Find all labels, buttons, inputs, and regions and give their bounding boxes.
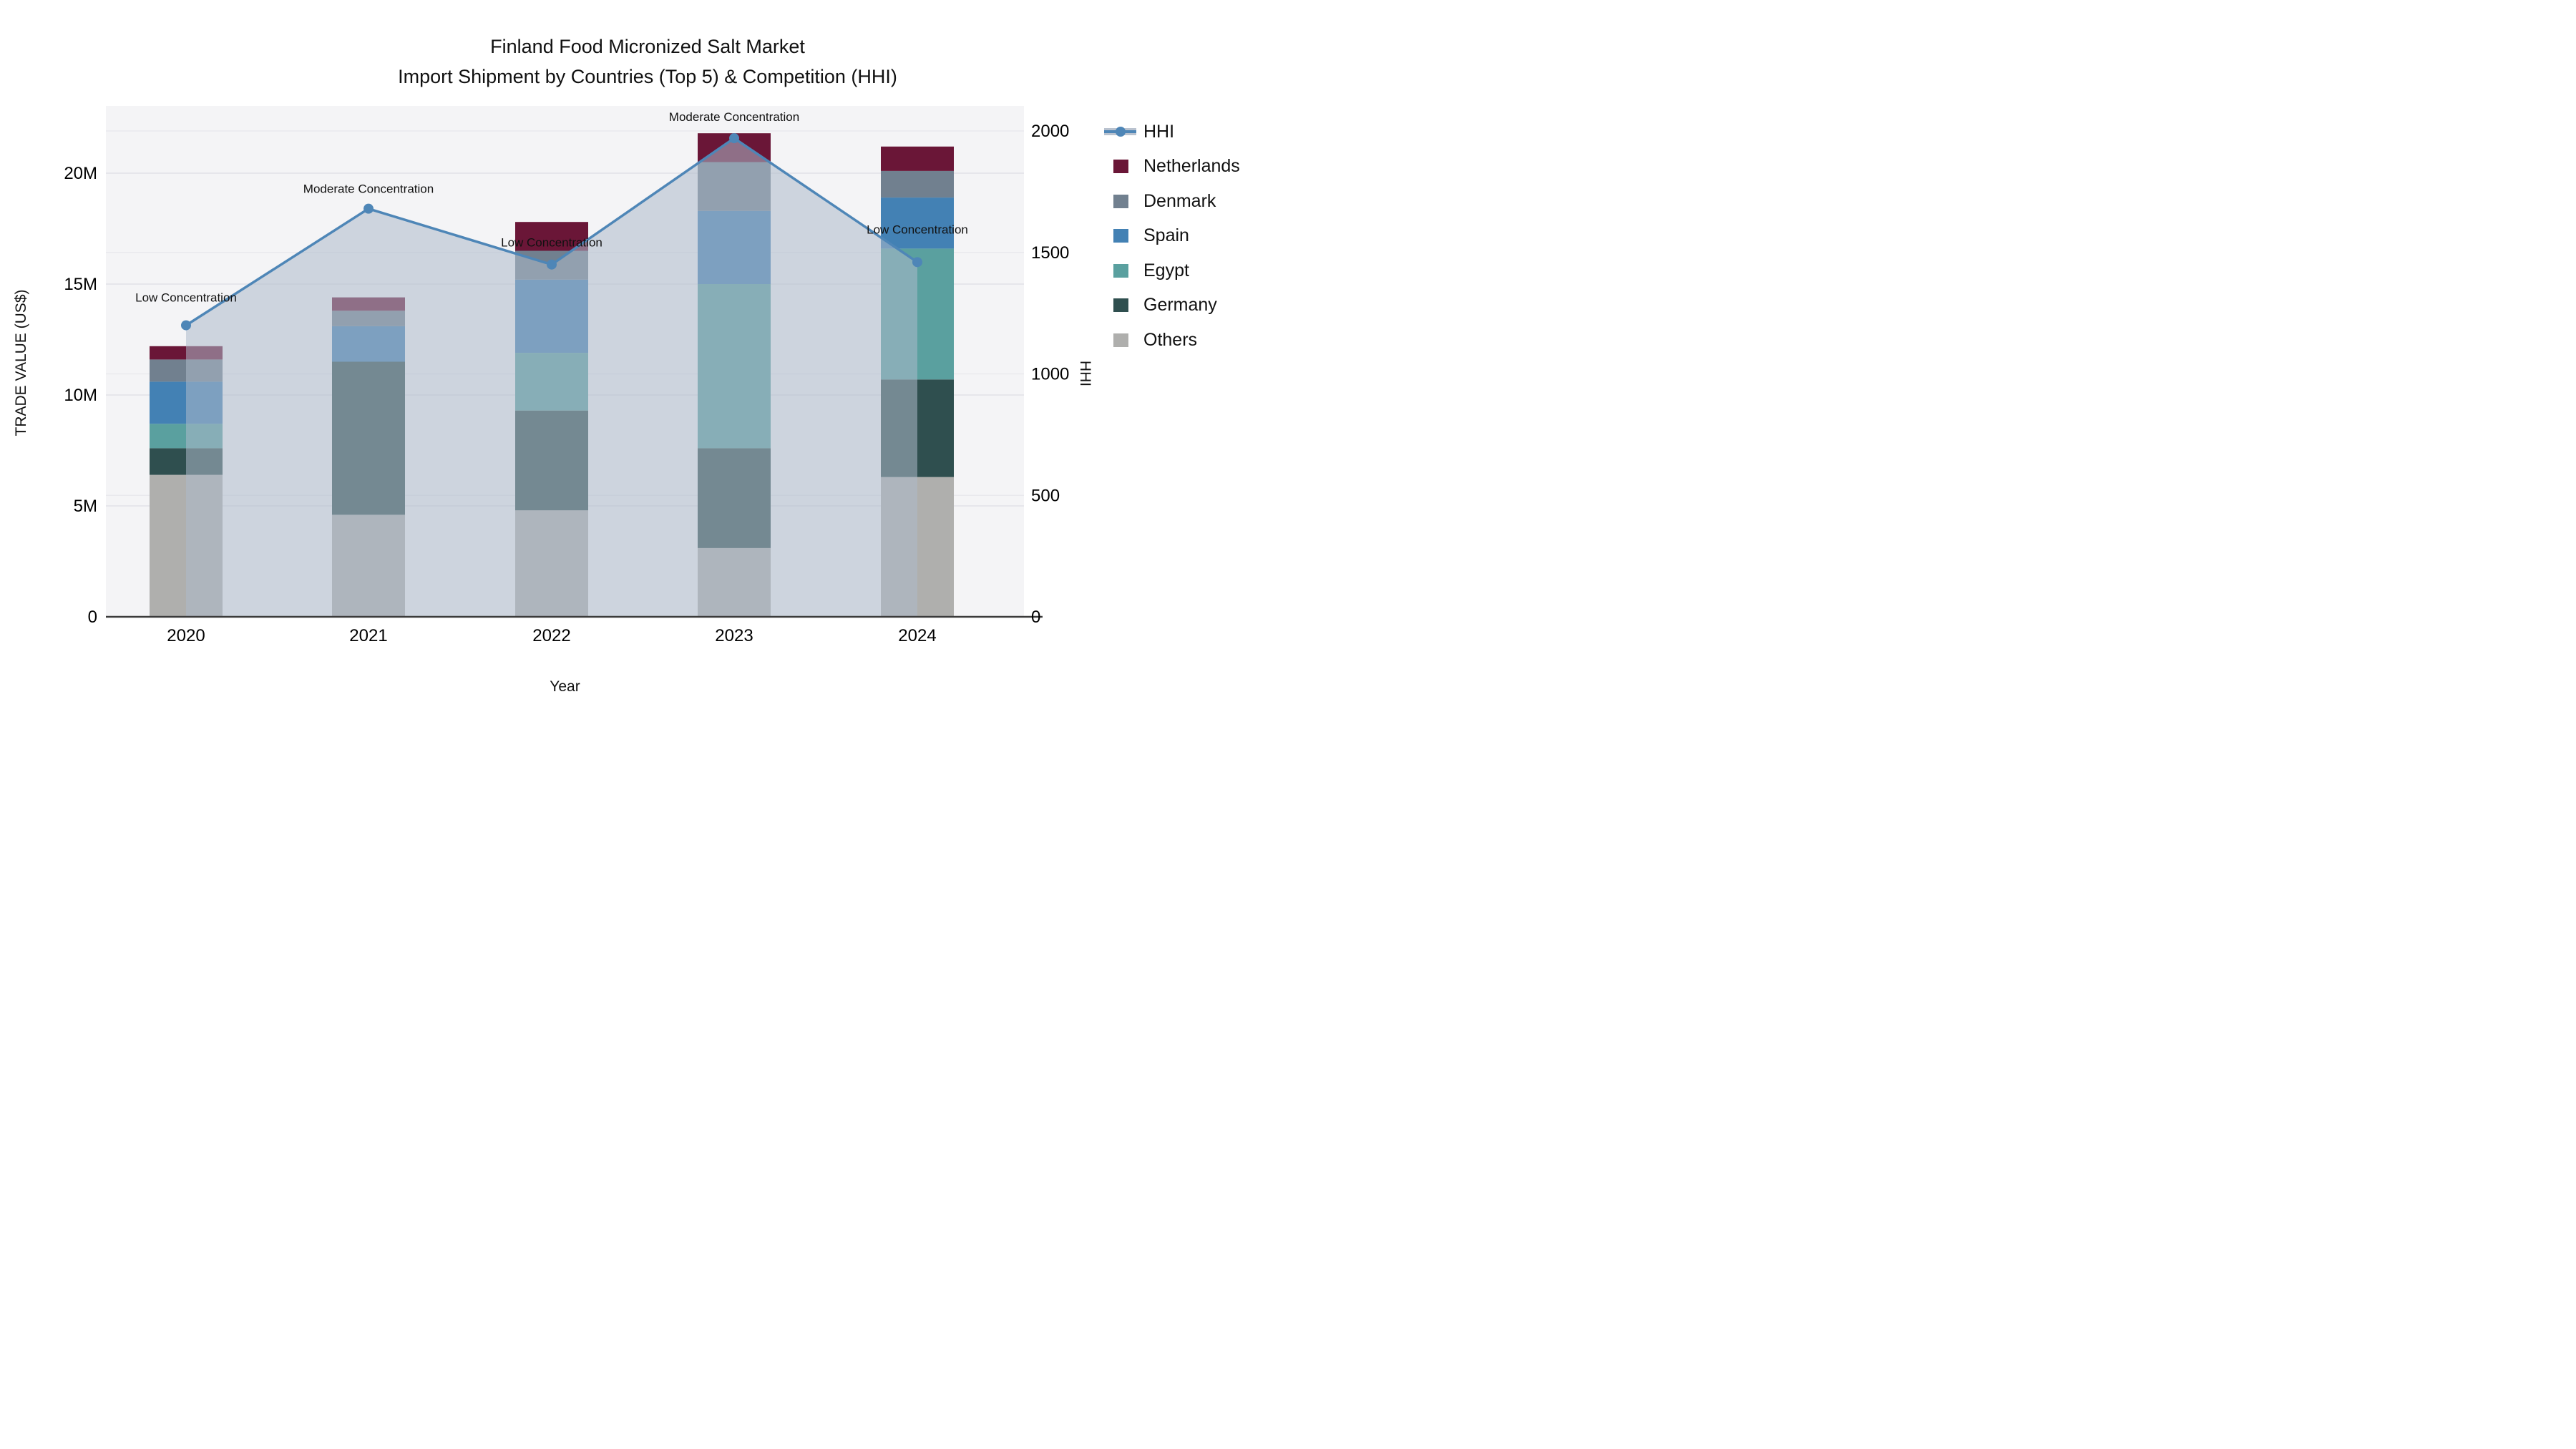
germany-swatch-icon — [1113, 298, 1128, 313]
hhi-marker-2020[interactable] — [181, 320, 191, 331]
legend-item-others[interactable]: Others — [1104, 323, 1240, 358]
others-swatch-icon — [1113, 333, 1128, 347]
bar-segment-spain-2024[interactable] — [881, 197, 954, 249]
y-left-tick-20M: 20M — [64, 164, 97, 183]
hhi-marker-2023[interactable] — [729, 133, 739, 144]
chart-title-line2: Import Shipment by Countries (Top 5) & C… — [398, 66, 897, 87]
legend-item-denmark[interactable]: Denmark — [1104, 184, 1240, 219]
bar-segment-denmark-2024[interactable] — [881, 170, 954, 198]
legend-label: Others — [1143, 329, 1198, 350]
annotation-2020: Low Concentration — [135, 291, 237, 305]
annotation-2024: Low Concentration — [867, 223, 968, 236]
y-right-tick-1000: 1000 — [1031, 365, 1069, 384]
hhi-marker-2022[interactable] — [547, 259, 557, 270]
hhi-marker-2024[interactable] — [912, 257, 922, 268]
hhi-line-icon — [1104, 127, 1136, 137]
y-right-tick-1500: 1500 — [1031, 243, 1069, 263]
chart-figure: Finland Food Micronized Salt Market Impo… — [0, 0, 1288, 725]
y-right-tick-0: 0 — [1031, 608, 1040, 627]
annotation-2022: Low Concentration — [501, 236, 602, 250]
egypt-swatch-icon — [1113, 263, 1128, 278]
legend-item-egypt[interactable]: Egypt — [1104, 253, 1240, 288]
chart-canvas[interactable]: Low Concentration Moderate Concentration L… — [0, 0, 1288, 725]
x-tick-2021: 2021 — [349, 626, 387, 645]
annotation-2021: Moderate Concentration — [303, 182, 434, 196]
bar-segment-netherlands-2024[interactable] — [881, 146, 954, 171]
y-right-tick-2000: 2000 — [1031, 122, 1069, 141]
y-left-tick-10M: 10M — [64, 386, 97, 405]
legend-item-hhi[interactable]: HHI — [1104, 114, 1240, 150]
x-tick-2020: 2020 — [167, 626, 205, 645]
legend-label: Netherlands — [1143, 156, 1240, 177]
y-axis-right-title: HHI — [1077, 360, 1093, 387]
legend-label: HHI — [1143, 121, 1175, 142]
x-axis-title: Year — [550, 678, 580, 695]
bar-segment-netherlands-2022[interactable] — [515, 222, 588, 251]
chart-title: Finland Food Micronized Salt Market Impo… — [0, 31, 1288, 92]
spain-swatch-icon — [1113, 229, 1128, 243]
chart-title-line1: Finland Food Micronized Salt Market — [490, 36, 805, 57]
denmark-swatch-icon — [1113, 194, 1128, 208]
x-tick-2022: 2022 — [532, 626, 570, 645]
y-axis-left-title: TRADE VALUE (US$) — [13, 289, 29, 436]
hhi-marker-2021[interactable] — [364, 203, 374, 214]
y-left-tick-5M: 5M — [74, 497, 97, 516]
legend-item-spain[interactable]: Spain — [1104, 219, 1240, 254]
legend-item-netherlands[interactable]: Netherlands — [1104, 150, 1240, 185]
legend-label: Denmark — [1143, 190, 1216, 211]
netherlands-swatch-icon — [1113, 160, 1128, 174]
y-right-tick-500: 500 — [1031, 486, 1060, 505]
annotation-2023: Moderate Concentration — [669, 110, 799, 124]
legend: HHI Netherlands Denmark Spain Egypt Germany Ot… — [1104, 114, 1240, 358]
hhi-area-fill — [186, 138, 917, 617]
y-left-tick-0: 0 — [88, 608, 97, 627]
legend-label: Egypt — [1143, 260, 1189, 280]
y-left-tick-15M: 15M — [64, 275, 97, 294]
x-tick-2023: 2023 — [715, 626, 753, 645]
x-tick-2024: 2024 — [898, 626, 936, 645]
legend-label: Germany — [1143, 295, 1217, 316]
legend-label: Spain — [1143, 225, 1189, 246]
legend-item-germany[interactable]: Germany — [1104, 288, 1240, 323]
